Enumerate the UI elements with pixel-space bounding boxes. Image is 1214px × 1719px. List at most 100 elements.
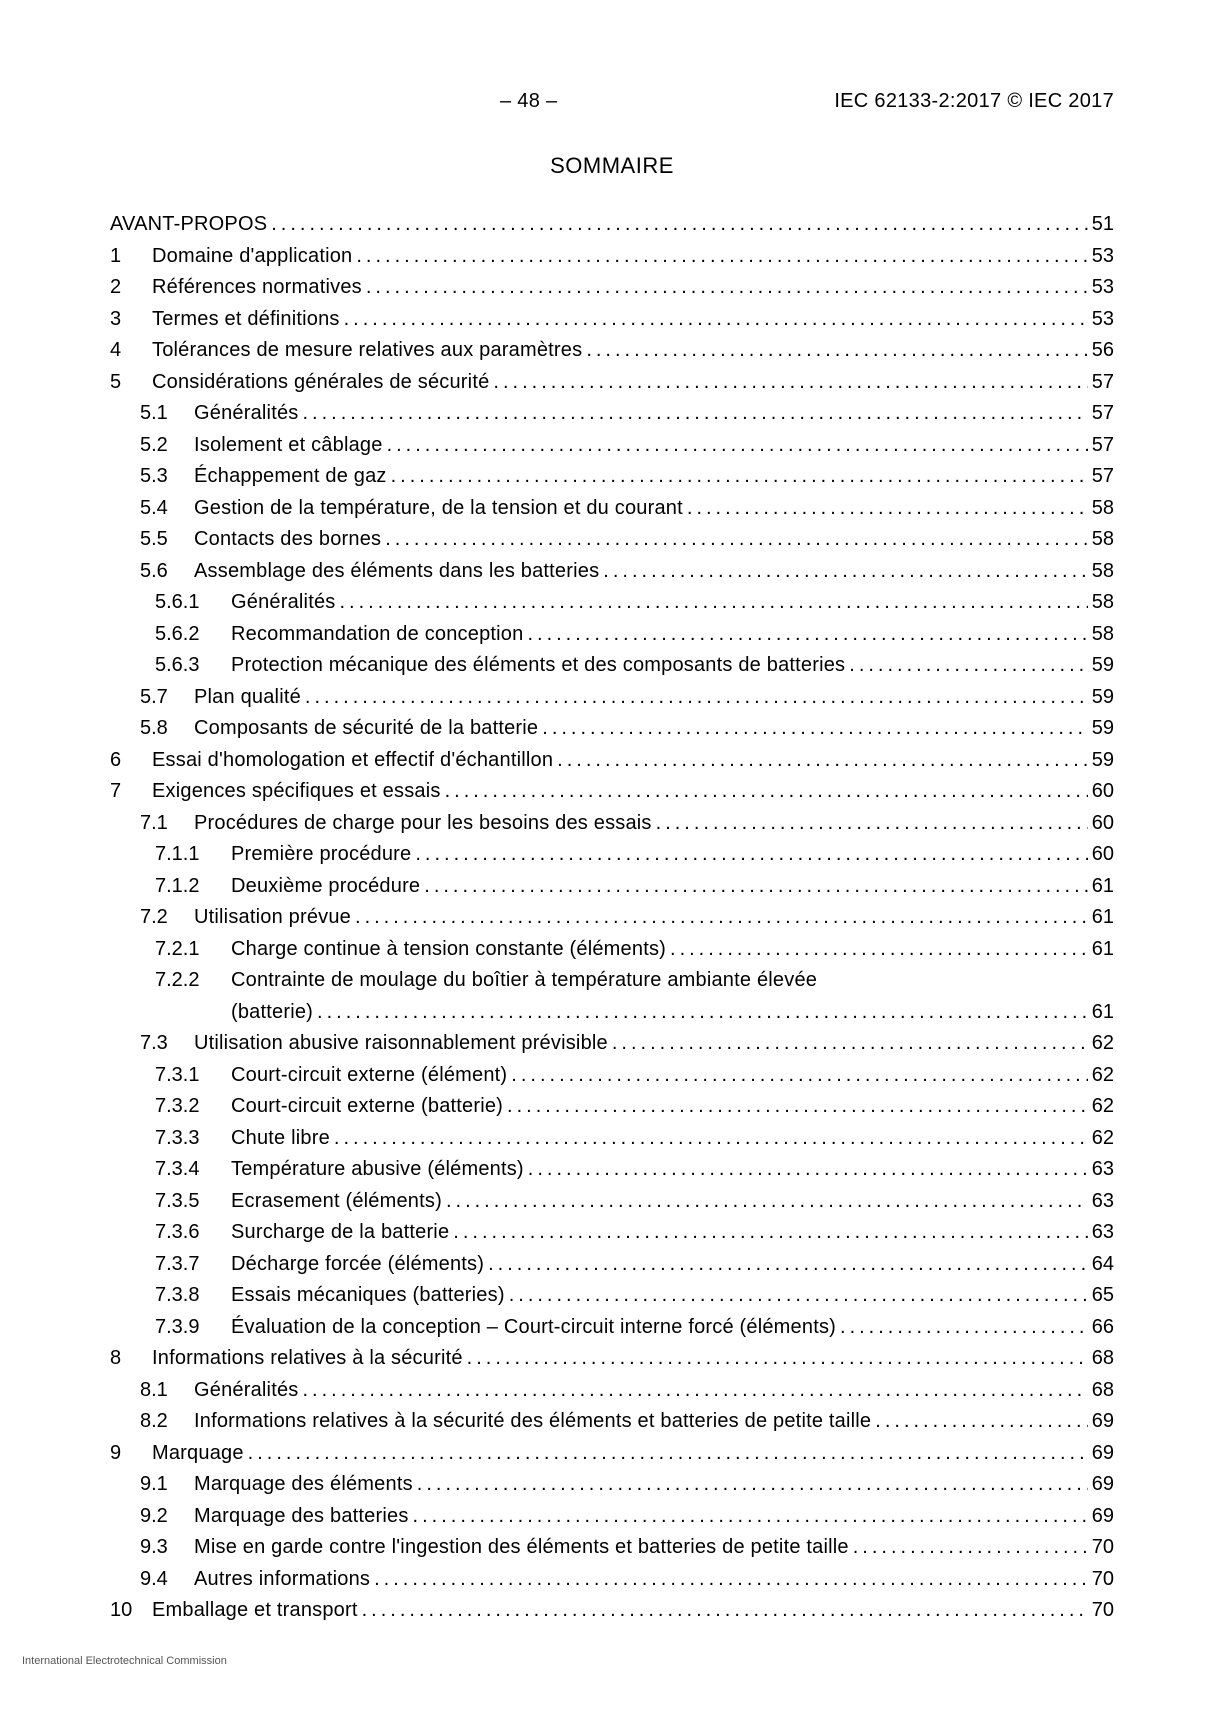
toc-entry: 9.2Marquage des batteries...............… — [110, 1503, 1114, 1530]
toc-entry-number: 7.3.1 — [155, 1062, 231, 1089]
toc-entry: 7.3.3Chute libre........................… — [110, 1125, 1114, 1152]
toc-entry: 9Marquage...............................… — [110, 1440, 1114, 1467]
toc-entry-number: 8.1 — [140, 1377, 194, 1404]
toc-entry-text: Échappement de gaz — [194, 463, 391, 490]
toc-entry-number: 3 — [110, 306, 152, 333]
toc-leader-dots: ........................................… — [528, 1156, 1088, 1183]
toc-entry-number: 8 — [110, 1345, 152, 1372]
toc-entry-page: 69 — [1088, 1471, 1114, 1498]
toc-leader-dots: ........................................… — [339, 589, 1087, 616]
toc-entry-page: 61 — [1088, 936, 1114, 963]
toc-entry-page: 65 — [1088, 1282, 1114, 1309]
toc-entry-text: Tolérances de mesure relatives aux param… — [152, 337, 586, 364]
toc-entry-page: 59 — [1088, 747, 1114, 774]
toc-entry-number: 7.3 — [140, 1030, 194, 1057]
toc-entry-number: 1 — [110, 243, 152, 270]
toc-entry: 9.1Marquage des éléments................… — [110, 1471, 1114, 1498]
toc-entry: 7.3.2Court-circuit externe (batterie)...… — [110, 1093, 1114, 1120]
toc-leader-dots: ........................................… — [413, 1503, 1088, 1530]
toc-entry-page: 64 — [1088, 1251, 1114, 1278]
table-of-contents: AVANT-PROPOS............................… — [110, 211, 1114, 1624]
toc-entry-text: Contacts des bornes — [194, 526, 385, 553]
toc-entry-page: 62 — [1088, 1093, 1114, 1120]
toc-entry-text: Références normatives — [152, 274, 366, 301]
toc-leader-dots: ........................................… — [424, 873, 1087, 900]
toc-leader-dots: ........................................… — [670, 936, 1088, 963]
toc-entry-text: Plan qualité — [194, 684, 305, 711]
toc-entry-text: Marquage des éléments — [194, 1471, 417, 1498]
toc-entry-page: 57 — [1088, 400, 1114, 427]
toc-entry-page: 68 — [1088, 1377, 1114, 1404]
toc-entry-number: 5.3 — [140, 463, 194, 490]
toc-entry-text: Domaine d'application — [152, 243, 356, 270]
toc-leader-dots: ........................................… — [687, 495, 1088, 522]
toc-entry-number: 9.4 — [140, 1566, 194, 1593]
toc-entry-number: 5.6.2 — [155, 621, 231, 648]
toc-leader-dots: ........................................… — [366, 274, 1088, 301]
toc-entry-text: Généralités — [194, 1377, 302, 1404]
toc-entry-text: Informations relatives à la sécurité des… — [194, 1408, 875, 1435]
toc-entry: 5Considérations générales de sécurité...… — [110, 369, 1114, 396]
toc-entry-page: 63 — [1088, 1188, 1114, 1215]
toc-entry-page: 61 — [1088, 904, 1114, 931]
toc-entry-number: 9.1 — [140, 1471, 194, 1498]
toc-leader-dots: ........................................… — [511, 1062, 1087, 1089]
toc-entry-number: 7.3.6 — [155, 1219, 231, 1246]
toc-leader-dots: ........................................… — [445, 778, 1088, 805]
toc-entry: 5.5Contacts des bornes..................… — [110, 526, 1114, 553]
toc-entry: 2Références normatives..................… — [110, 274, 1114, 301]
page-number: – 48 – — [500, 90, 557, 113]
toc-entry: 7.3.8Essais mécaniques (batteries)......… — [110, 1282, 1114, 1309]
toc-leader-dots: ........................................… — [557, 747, 1088, 774]
toc-entry: 8.1Généralités..........................… — [110, 1377, 1114, 1404]
toc-entry-page: 69 — [1088, 1503, 1114, 1530]
toc-entry-page: 59 — [1088, 715, 1114, 742]
toc-entry-text: Gestion de la température, de la tension… — [194, 495, 687, 522]
toc-entry-page: 61 — [1088, 873, 1114, 900]
toc-entry-number: 9.2 — [140, 1503, 194, 1530]
toc-entry-text: Contrainte de moulage du boîtier à tempé… — [231, 967, 821, 994]
toc-leader-dots: ........................................… — [271, 211, 1088, 238]
toc-entry-page: 68 — [1088, 1345, 1114, 1372]
toc-entry-page: 58 — [1088, 526, 1114, 553]
toc-leader-dots: ........................................… — [374, 1566, 1088, 1593]
toc-entry: 5.4Gestion de la température, de la tens… — [110, 495, 1114, 522]
toc-entry-text: Première procédure — [231, 841, 415, 868]
toc-entry: 7.3.9Évaluation de la conception – Court… — [110, 1314, 1114, 1341]
toc-entry-number: 7.2.1 — [155, 936, 231, 963]
toc-entry: 7.3.7Décharge forcée (éléments).........… — [110, 1251, 1114, 1278]
toc-entry-number: 5.5 — [140, 526, 194, 553]
page-title: SOMMAIRE — [110, 153, 1114, 179]
toc-entry-page: 58 — [1088, 589, 1114, 616]
toc-entry: 5.8Composants de sécurité de la batterie… — [110, 715, 1114, 742]
toc-leader-dots: ........................................… — [840, 1314, 1088, 1341]
toc-entry-page: 59 — [1088, 652, 1114, 679]
toc-entry-number: 5.7 — [140, 684, 194, 711]
toc-entry-number: 5.8 — [140, 715, 194, 742]
toc-entry: 5.1Généralités..........................… — [110, 400, 1114, 427]
toc-entry-number: 7.3.4 — [155, 1156, 231, 1183]
toc-entry-text: Composants de sécurité de la batterie — [194, 715, 542, 742]
toc-entry-page: 69 — [1088, 1440, 1114, 1467]
toc-entry-number: 5.4 — [140, 495, 194, 522]
toc-entry: 5.6Assemblage des éléments dans les batt… — [110, 558, 1114, 585]
toc-entry-text: Court-circuit externe (élément) — [231, 1062, 511, 1089]
spec-reference: IEC 62133-2:2017 © IEC 2017 — [834, 90, 1114, 113]
toc-entry-number: 7.3.3 — [155, 1125, 231, 1152]
toc-entry-page: 53 — [1088, 274, 1114, 301]
toc-entry-number: 7.1.2 — [155, 873, 231, 900]
toc-entry-text: Évaluation de la conception – Court-circ… — [231, 1314, 840, 1341]
toc-entry-text: Température abusive (éléments) — [231, 1156, 528, 1183]
toc-entry: 10Emballage et transport................… — [110, 1597, 1114, 1624]
toc-entry-page: 57 — [1088, 463, 1114, 490]
toc-entry: 8Informations relatives à la sécurité...… — [110, 1345, 1114, 1372]
toc-entry-page: 58 — [1088, 495, 1114, 522]
toc-entry-text: Termes et définitions — [152, 306, 344, 333]
toc-leader-dots: ........................................… — [248, 1440, 1088, 1467]
footer-organization: International Electrotechnical Commissio… — [22, 1655, 227, 1667]
toc-entry-text: Court-circuit externe (batterie) — [231, 1093, 507, 1120]
toc-leader-dots: ........................................… — [586, 337, 1087, 364]
toc-leader-dots: ........................................… — [612, 1030, 1088, 1057]
toc-entry-page: 59 — [1088, 684, 1114, 711]
toc-leader-dots: ........................................… — [446, 1188, 1088, 1215]
